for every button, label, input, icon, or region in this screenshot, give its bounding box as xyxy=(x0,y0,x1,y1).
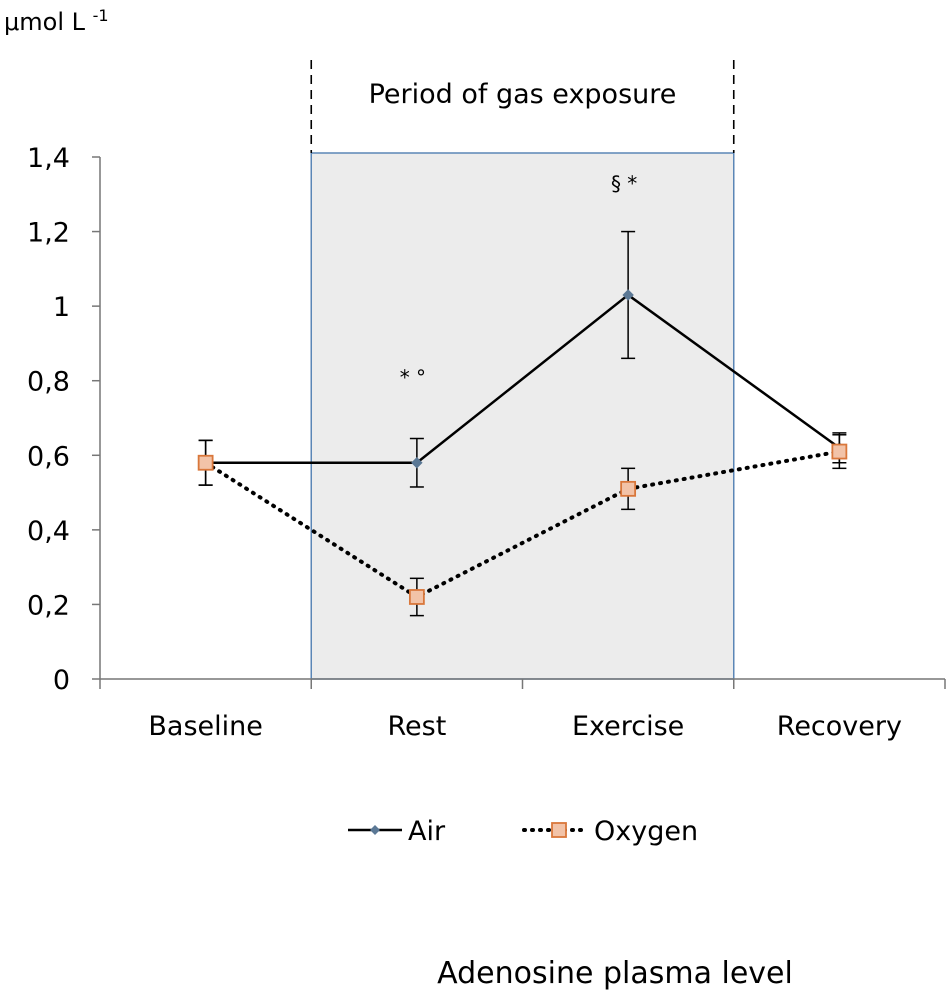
chart-title: Adenosine plasma level xyxy=(437,956,793,991)
data-point-oxygen xyxy=(620,480,637,497)
legend-marker-air xyxy=(370,825,380,835)
legend-marker-oxygen xyxy=(551,822,567,838)
x-tick-label: Baseline xyxy=(148,711,262,742)
significance-annotation: § * xyxy=(611,172,637,196)
series-line-oxygen xyxy=(203,449,842,600)
y-tick-label: 0,8 xyxy=(27,367,70,398)
y-tick-label: 0 xyxy=(53,665,70,696)
x-tick-label: Recovery xyxy=(777,711,902,742)
y-axis-unit-label: μmol L -1 xyxy=(4,6,109,36)
y-tick-label: 1,2 xyxy=(27,218,70,249)
y-tick-label: 1,4 xyxy=(27,143,70,174)
x-axis-ticks: Baseline Rest Exercise Recovery xyxy=(99,679,946,742)
data-point-air xyxy=(411,457,423,469)
y-tick-label: 0,2 xyxy=(27,590,70,621)
y-tick-label: 0,6 xyxy=(27,441,70,472)
legend-item-oxygen: Oxygen xyxy=(522,816,698,847)
significance-annotation: * ° xyxy=(400,365,426,389)
data-point-oxygen xyxy=(408,589,425,605)
x-tick-label: Exercise xyxy=(572,711,684,742)
y-axis-ticks: 0 0,2 0,4 0,6 0,8 1 1,2 1,4 xyxy=(27,143,100,696)
series-group xyxy=(197,230,848,617)
legend-item-air: Air xyxy=(348,816,446,847)
legend-label-oxygen: Oxygen xyxy=(594,816,698,847)
exposure-period-label: Period of gas exposure xyxy=(369,79,677,110)
data-point-air xyxy=(622,289,634,301)
data-point-oxygen xyxy=(197,454,214,471)
annotations: * ° § * xyxy=(400,172,638,390)
y-tick-label: 1 xyxy=(53,292,70,323)
exposure-period-region xyxy=(310,152,735,680)
legend: Air Oxygen xyxy=(348,816,698,847)
data-point-oxygen xyxy=(831,443,848,460)
y-tick-label: 0,4 xyxy=(27,516,70,547)
legend-label-air: Air xyxy=(408,816,446,847)
series-oxygen xyxy=(197,434,848,617)
x-tick-label: Rest xyxy=(387,711,446,742)
series-line-air xyxy=(204,293,841,464)
